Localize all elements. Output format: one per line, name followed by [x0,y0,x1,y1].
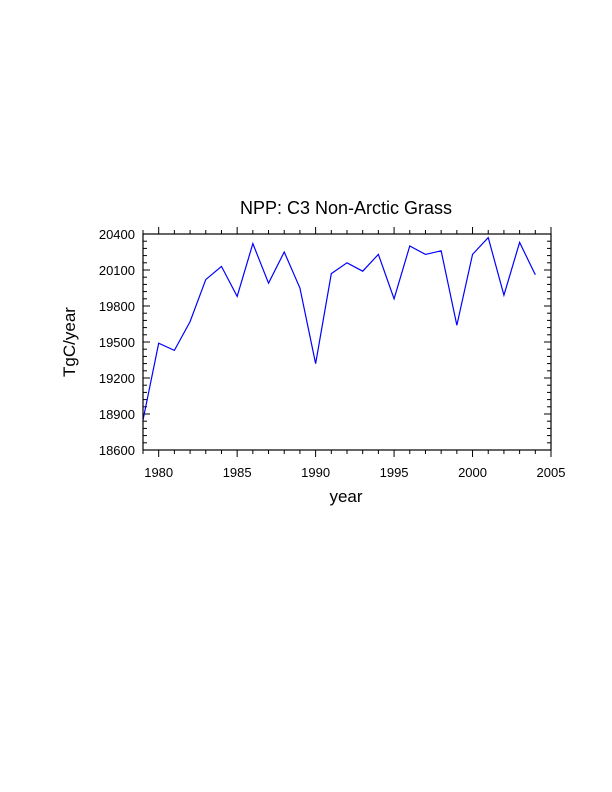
y-axis-ticks: 18600 18900 19200 19500 19800 20100 20400 [99,227,551,458]
y-tick-label: 20100 [99,263,135,278]
y-tick-label: 19800 [99,299,135,314]
x-tick-label: 1980 [144,465,173,480]
data-points [143,238,535,420]
x-tick-label: 2005 [537,465,566,480]
x-axis-label: year [329,487,362,506]
chart-title: NPP: C3 Non-Arctic Grass [240,198,452,218]
x-axis-ticks: 1980 1985 1990 1995 2000 2005 [142,227,566,480]
x-tick-label: 1990 [301,465,330,480]
y-tick-label: 19500 [99,335,135,350]
x-tick-label: 2000 [458,465,487,480]
y-tick-label: 18600 [99,443,135,458]
x-tick-label: 1995 [380,465,409,480]
y-tick-label: 19200 [99,371,135,386]
y-tick-label: 18900 [99,407,135,422]
x-tick-label: 1985 [223,465,252,480]
plot-frame [142,233,552,451]
y-tick-label: 20400 [99,227,135,242]
y-axis-label: TgC/year [60,307,79,377]
series-line [142,236,536,421]
